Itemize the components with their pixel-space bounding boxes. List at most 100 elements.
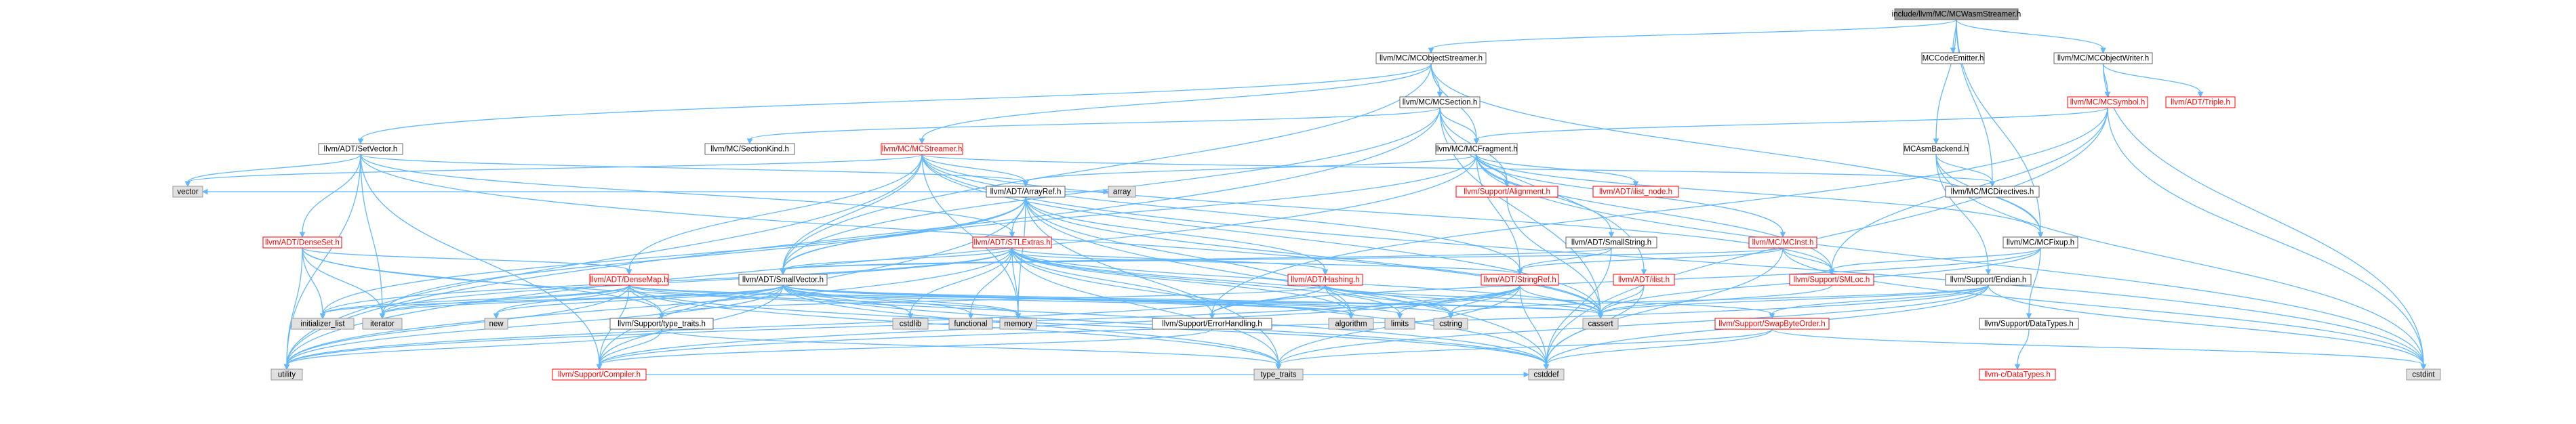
edge-arrayref-to-hashing	[1025, 196, 1326, 271]
node-limits: limits	[1384, 318, 1415, 330]
node-label-mcfragment: llvm/MC/MCFragment.h	[1435, 146, 1517, 154]
node-box-mcfragment	[1435, 143, 1518, 155]
node-root: include/llvm/MC/MCWasmStreamer.h	[1892, 8, 2021, 20]
node-asmbackend[interactable]: MCAsmBackend.h	[1903, 143, 1969, 155]
node-mcsection[interactable]: llvm/MC/MCSection.h	[1399, 96, 1481, 108]
edge-swapbyteorder-to-typetraits	[1278, 328, 1773, 366]
node-box-cstdlib	[892, 318, 929, 330]
edge-stringref-to-algorithm	[1350, 284, 1521, 315]
node-smloc[interactable]: llvm/Support/SMLoc.h	[1789, 274, 1874, 286]
edge-root-to-objstreamer	[1430, 19, 1957, 49]
node-box-swapbyteorder	[1714, 318, 1830, 330]
node-box-array	[1108, 186, 1136, 198]
node-label-endian: llvm/Support/Endian.h	[1950, 276, 2027, 284]
node-label-new: new	[489, 320, 504, 328]
edge-stlextras-to-smallvector	[782, 247, 1013, 271]
edge-arrowhead-mcfixup-to-datatypes	[2026, 313, 2032, 320]
node-denseset[interactable]: llvm/ADT/DenseSet.h	[262, 236, 342, 249]
node-box-ilist	[1613, 274, 1675, 286]
node-mcfragment[interactable]: llvm/MC/MCFragment.h	[1435, 143, 1518, 155]
node-cstdlib: cstdlib	[892, 318, 929, 330]
node-label-ilist: llvm/ADT/ilist.h	[1618, 276, 1670, 284]
node-hashing[interactable]: llvm/ADT/Hashing.h	[1287, 274, 1363, 286]
edge-smallstring-to-stringref	[1519, 247, 1612, 271]
node-box-typetraitsh	[609, 318, 714, 330]
node-alignment[interactable]: llvm/Support/Alignment.h	[1455, 186, 1558, 198]
edge-stringref-to-limits	[1399, 284, 1521, 315]
node-endian[interactable]: llvm/Support/Endian.h	[1945, 274, 2032, 286]
node-box-objwriter	[2053, 52, 2153, 64]
node-smallstring[interactable]: llvm/ADT/SmallString.h	[1565, 236, 1657, 249]
node-mcstreamer[interactable]: llvm/MC/MCStreamer.h	[881, 143, 963, 155]
node-smallvector[interactable]: llvm/ADT/SmallVector.h	[738, 274, 828, 286]
edge-arrayref-to-cassert	[1025, 196, 1601, 315]
node-array: array	[1108, 186, 1136, 198]
node-label-sectionkind: llvm/MC/SectionKind.h	[710, 146, 789, 154]
edge-arrayref-to-iterator	[382, 196, 1026, 315]
node-sectionkind[interactable]: llvm/MC/SectionKind.h	[704, 143, 795, 155]
edge-stringref-to-cassert	[1519, 284, 1601, 315]
node-ilist[interactable]: llvm/ADT/ilist.h	[1613, 274, 1675, 286]
edge-errorhandling-to-compiler	[599, 328, 1213, 366]
edge-mcstreamer-to-smallvector	[782, 154, 923, 271]
node-box-cstdint	[2406, 368, 2441, 381]
node-objstreamer[interactable]: llvm/MC/MCObjectStreamer.h	[1375, 52, 1487, 64]
node-typetraitsh[interactable]: llvm/Support/type_traits.h	[609, 318, 714, 330]
edge-arrowhead-mcstreamer-to-vector	[184, 181, 191, 188]
edge-hashing-to-utility	[286, 284, 1326, 366]
edge-arrowhead-mcfragment-to-smallstring	[1608, 232, 1615, 238]
node-mcfixup[interactable]: llvm/MC/MCFixup.h	[2003, 236, 2078, 249]
node-arrayref[interactable]: llvm/ADT/ArrayRef.h	[986, 186, 1066, 198]
node-setvector[interactable]: llvm/ADT/SetVector.h	[318, 143, 403, 155]
node-codeemitter[interactable]: MCCodeEmitter.h	[1921, 52, 1985, 64]
edge-arrowhead-mcinst-to-stringref	[1516, 269, 1523, 276]
edge-root-to-asmbackend	[1935, 19, 1957, 140]
node-mcsymbol[interactable]: llvm/MC/MCSymbol.h	[2067, 96, 2148, 108]
edge-mcfragment-to-arrayref	[1025, 154, 1477, 183]
node-datatypes[interactable]: llvm/Support/DataTypes.h	[1979, 318, 2079, 330]
node-cdatatypes[interactable]: llvm-c/DataTypes.h	[1979, 368, 2056, 381]
edge-stlextras-to-typetraits	[1011, 247, 1279, 366]
node-new: new	[484, 318, 508, 330]
edge-arrowhead-stringref-to-limits	[1396, 313, 1403, 320]
node-box-datatypes	[1979, 318, 2079, 330]
node-box-endian	[1945, 274, 2032, 286]
edge-arrowhead-errorhandling-to-compiler	[596, 364, 603, 370]
node-directives[interactable]: llvm/MC/MCDirectives.h	[1945, 186, 2040, 198]
edge-stringref-to-cstring	[1450, 284, 1521, 315]
edge-mcfragment-to-stringref	[1476, 154, 1521, 271]
node-label-root: include/llvm/MC/MCWasmStreamer.h	[1892, 11, 2021, 19]
node-label-array: array	[1113, 188, 1131, 196]
edge-arrowhead-mcfragment-to-mcinst	[1779, 232, 1786, 238]
edge-root-to-objwriter	[1956, 19, 2104, 49]
node-label-utility: utility	[278, 371, 296, 379]
node-label-compiler: llvm/Support/Compiler.h	[558, 371, 641, 379]
node-label-triple: llvm/ADT/Triple.h	[2171, 99, 2230, 107]
node-stringref[interactable]: llvm/ADT/StringRef.h	[1481, 274, 1559, 286]
edge-objwriter-to-cstdint	[2102, 63, 2424, 366]
node-stlextras[interactable]: llvm/ADT/STLExtras.h	[972, 236, 1052, 249]
node-errorhandling[interactable]: llvm/Support/ErrorHandling.h	[1152, 318, 1272, 330]
node-box-initlist	[291, 318, 355, 330]
node-swapbyteorder[interactable]: llvm/Support/SwapByteOrder.h	[1714, 318, 1830, 330]
node-ilistnode[interactable]: llvm/ADT/ilist_node.h	[1592, 186, 1679, 198]
node-label-mcsymbol: llvm/MC/MCSymbol.h	[2070, 99, 2146, 107]
edge-denseset-to-initlist	[302, 247, 323, 315]
node-utility: utility	[270, 368, 303, 381]
node-label-typetraitsh: llvm/Support/type_traits.h	[618, 320, 706, 328]
node-mcinst[interactable]: llvm/MC/MCInst.h	[1748, 236, 1817, 249]
node-compiler[interactable]: llvm/Support/Compiler.h	[552, 368, 647, 381]
node-objwriter[interactable]: llvm/MC/MCObjectWriter.h	[2053, 52, 2153, 64]
node-box-cstddef	[1528, 368, 1565, 381]
edge-setvector-to-utility	[286, 154, 361, 366]
node-densemap[interactable]: llvm/ADT/DenseMap.h	[589, 274, 669, 286]
node-label-cstdlib: cstdlib	[900, 320, 922, 328]
edge-mcinst-to-cstdint	[1782, 247, 2424, 366]
edge-endian-to-cstdint	[1988, 284, 2424, 366]
edge-mcfragment-to-smloc	[1476, 154, 1832, 271]
node-triple[interactable]: llvm/ADT/Triple.h	[2165, 96, 2236, 108]
node-box-mcstreamer	[881, 143, 963, 155]
edge-mcsymbol-to-cstddef	[1546, 107, 2108, 366]
edge-arrowhead-smallvector-to-initlist	[319, 313, 326, 320]
